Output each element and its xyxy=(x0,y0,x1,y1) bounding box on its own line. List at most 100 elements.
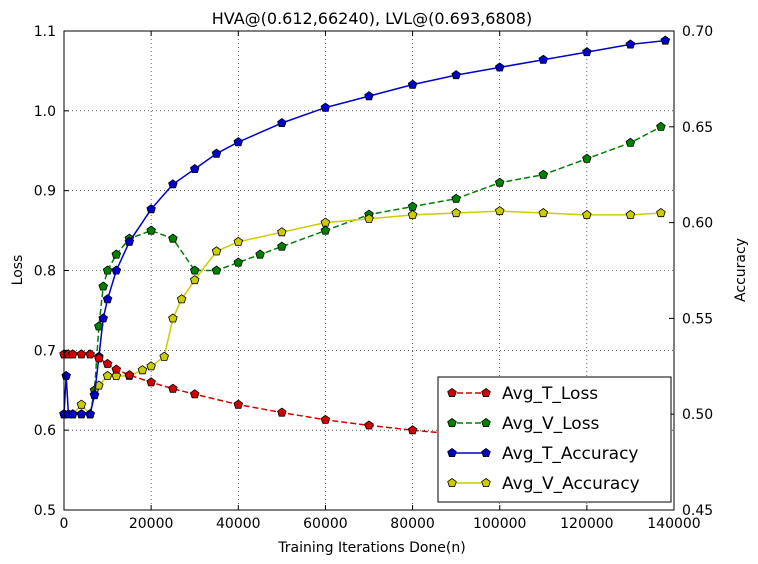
series-avg-v-accuracy xyxy=(59,206,666,419)
data-point xyxy=(320,225,331,235)
y-axis-label-left: Loss xyxy=(10,255,26,286)
data-point xyxy=(451,70,461,80)
data-point xyxy=(625,39,636,49)
data-point xyxy=(364,91,374,101)
legend-marker xyxy=(481,418,491,428)
data-point xyxy=(277,407,287,417)
x-tick-label: 60000 xyxy=(303,516,348,532)
legend-item: Avg_V_Loss xyxy=(447,414,600,434)
data-point xyxy=(94,353,104,363)
data-point xyxy=(277,118,287,127)
x-tick-label: 120000 xyxy=(560,516,613,532)
data-point xyxy=(211,246,222,256)
y-left-tick-label: 1.0 xyxy=(34,104,56,120)
data-point xyxy=(233,137,244,147)
data-point xyxy=(320,102,331,112)
legend-label: Avg_T_Loss xyxy=(502,384,598,404)
data-point xyxy=(159,351,169,361)
data-point xyxy=(407,425,418,435)
x-tick-label: 40000 xyxy=(216,516,261,532)
legend-box xyxy=(437,376,672,503)
x-tick-label: 100000 xyxy=(473,516,526,532)
legend-label: Avg_V_Accuracy xyxy=(502,474,640,494)
data-point xyxy=(76,409,87,419)
legend-item: Avg_T_Accuracy xyxy=(447,444,638,464)
data-point xyxy=(124,370,135,380)
data-point xyxy=(111,249,122,259)
y-right-tick-label: 0.70 xyxy=(682,24,713,40)
data-point xyxy=(67,409,78,419)
series-avg-t-accuracy xyxy=(59,35,671,419)
data-point xyxy=(189,389,200,399)
data-point xyxy=(146,377,156,387)
data-point xyxy=(494,177,505,187)
x-axis-label: Training Iterations Done(n) xyxy=(277,540,465,556)
data-point xyxy=(320,414,331,424)
y-right-tick-label: 0.55 xyxy=(682,311,713,327)
chart-title: HVA@(0.612,66240), LVL@(0.693,6808) xyxy=(212,9,532,28)
data-point xyxy=(538,54,549,64)
data-point xyxy=(656,208,666,218)
y-axis-label-right: Accuracy xyxy=(733,238,749,302)
legend-marker xyxy=(447,448,457,458)
data-point xyxy=(124,236,135,246)
data-point xyxy=(538,169,549,179)
data-point xyxy=(76,399,87,409)
data-point xyxy=(582,47,592,57)
data-point xyxy=(98,313,108,323)
data-point xyxy=(98,281,108,291)
data-point xyxy=(233,399,244,409)
legend-label: Avg_V_Loss xyxy=(502,414,600,434)
legend-item: Avg_T_Loss xyxy=(447,384,598,404)
data-point xyxy=(211,148,222,158)
data-point xyxy=(277,241,287,251)
y-right-tick-label: 0.45 xyxy=(682,503,713,519)
x-tick-label: 140000 xyxy=(647,516,700,532)
data-point xyxy=(176,294,187,304)
y-right-tick-label: 0.50 xyxy=(682,407,713,423)
data-point xyxy=(364,420,374,430)
data-point xyxy=(146,204,156,214)
data-point xyxy=(102,358,113,368)
legend-marker xyxy=(447,418,457,428)
legend-item: Avg_V_Accuracy xyxy=(447,474,640,494)
y-right-tick-label: 0.60 xyxy=(682,216,713,232)
data-point xyxy=(111,364,122,374)
data-point xyxy=(582,153,592,163)
data-point xyxy=(102,370,113,380)
data-point xyxy=(67,349,78,359)
data-point xyxy=(320,217,331,227)
data-point xyxy=(625,209,636,220)
data-point xyxy=(660,35,671,45)
data-point xyxy=(85,349,95,359)
data-point xyxy=(102,265,113,275)
data-point xyxy=(407,79,418,89)
legend-label: Avg_T_Accuracy xyxy=(502,444,638,464)
data-point xyxy=(211,265,222,275)
y-right-tick-label: 0.65 xyxy=(682,120,713,136)
y-left-tick-label: 1.1 xyxy=(34,24,56,40)
data-point xyxy=(364,213,374,223)
data-point xyxy=(146,225,156,235)
x-tick-label: 80000 xyxy=(390,516,435,532)
data-point xyxy=(277,227,287,237)
data-point xyxy=(168,313,178,323)
legend-marker xyxy=(481,478,491,488)
data-point xyxy=(146,361,156,371)
legend-marker xyxy=(447,388,457,398)
y-left-tick-label: 0.6 xyxy=(34,423,56,439)
data-point xyxy=(451,208,461,218)
data-point xyxy=(85,409,95,419)
data-point xyxy=(76,349,87,359)
data-point xyxy=(255,249,265,259)
data-point xyxy=(233,236,244,246)
y-left-tick-label: 0.8 xyxy=(34,264,56,280)
data-point xyxy=(538,208,549,218)
data-point xyxy=(233,257,244,267)
legend-marker xyxy=(481,388,491,398)
data-point xyxy=(451,193,461,203)
y-left-tick-label: 0.9 xyxy=(34,184,56,200)
data-point xyxy=(168,383,178,393)
data-point xyxy=(494,62,505,72)
x-tick-label: 20000 xyxy=(129,516,174,532)
